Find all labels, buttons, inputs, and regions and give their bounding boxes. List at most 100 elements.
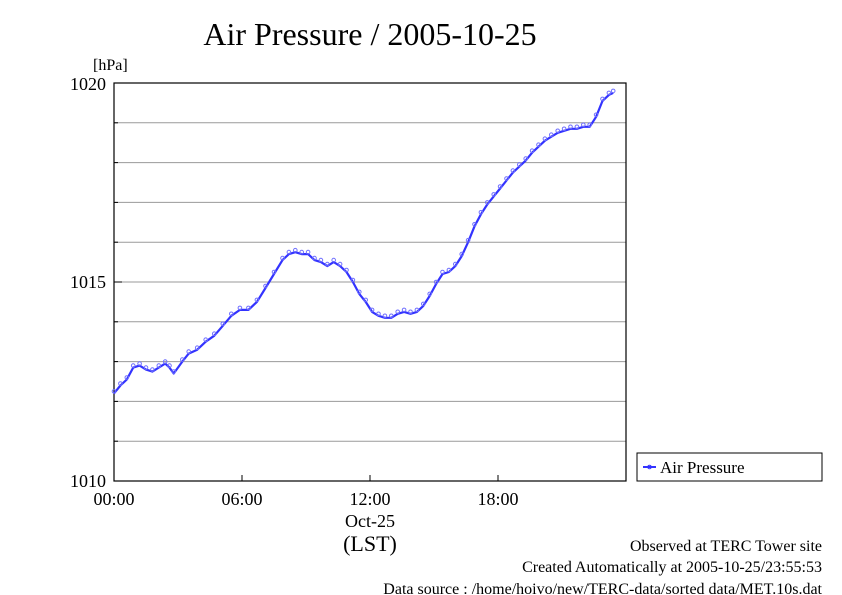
data-point xyxy=(593,112,599,118)
data-point xyxy=(312,255,317,261)
data-point xyxy=(246,305,251,311)
data-point xyxy=(561,126,567,132)
data-point xyxy=(194,345,200,351)
chart-title: Air Pressure / 2005-10-25 xyxy=(203,16,536,52)
created-note: Created Automatically at 2005-10-25/23:5… xyxy=(522,559,822,576)
x-date-label: Oct-25 xyxy=(345,511,395,531)
data-point xyxy=(137,361,142,366)
data-point xyxy=(186,349,191,354)
data-point xyxy=(395,309,401,315)
data-point xyxy=(523,156,529,161)
data-point xyxy=(408,309,413,315)
data-point xyxy=(517,162,522,167)
data-point xyxy=(529,148,535,153)
series-line-air-pressure xyxy=(113,91,614,395)
data-point xyxy=(389,313,394,319)
data-point xyxy=(568,124,573,130)
data-point xyxy=(212,331,217,337)
data-point xyxy=(143,365,149,370)
data-point xyxy=(446,267,452,273)
data-point xyxy=(510,168,516,173)
data-point xyxy=(180,357,185,362)
y-tick-label: 1020 xyxy=(70,74,106,94)
data-point xyxy=(504,176,509,181)
data-point xyxy=(587,122,593,128)
data-point xyxy=(606,90,612,96)
data-point xyxy=(485,200,490,205)
x-tick-label: 00:00 xyxy=(93,489,134,509)
data-point xyxy=(549,132,554,137)
y-tick-label: 1015 xyxy=(70,272,106,292)
data-point xyxy=(465,237,471,243)
data-point xyxy=(478,210,484,215)
data-point xyxy=(237,305,243,311)
y-tick-marks xyxy=(114,82,122,482)
series-points xyxy=(111,88,616,394)
data-point xyxy=(401,307,407,313)
data-point xyxy=(574,124,580,130)
grid-lines xyxy=(114,122,626,442)
data-point xyxy=(497,184,503,189)
data-point xyxy=(325,261,330,267)
data-point xyxy=(536,142,541,147)
data-point xyxy=(254,297,260,303)
data-point xyxy=(414,307,420,313)
data-point xyxy=(427,291,433,297)
y-tick-label: 1010 xyxy=(70,471,106,491)
data-point xyxy=(286,249,292,255)
data-point xyxy=(472,222,477,227)
data-point xyxy=(453,261,458,267)
data-point xyxy=(337,261,343,267)
legend-marker xyxy=(647,464,652,470)
x-tick-label: 06:00 xyxy=(221,489,262,509)
data-point xyxy=(271,269,277,275)
data-point xyxy=(150,367,155,372)
data-point xyxy=(433,279,439,285)
x-timezone-label: (LST) xyxy=(343,531,397,556)
data-point xyxy=(305,249,311,255)
data-point xyxy=(156,363,162,368)
data-source-note: Data source : /home/hoivo/new/TERC-data/… xyxy=(383,581,822,595)
data-point xyxy=(555,128,561,134)
data-point xyxy=(610,88,616,94)
data-point xyxy=(318,257,324,263)
data-point xyxy=(542,136,548,141)
data-point xyxy=(280,255,285,261)
data-point xyxy=(130,363,136,368)
data-point xyxy=(263,283,268,289)
data-point xyxy=(229,311,234,317)
data-point xyxy=(363,297,369,303)
data-point xyxy=(167,363,172,368)
data-point xyxy=(171,369,176,374)
data-point xyxy=(344,267,349,273)
data-point xyxy=(203,337,208,343)
data-point xyxy=(491,192,497,197)
data-point xyxy=(376,311,381,317)
data-point xyxy=(162,359,168,364)
legend-box xyxy=(636,452,823,482)
data-point xyxy=(459,251,465,257)
x-tick-label: 18:00 xyxy=(477,489,518,509)
data-point xyxy=(600,96,605,102)
observed-note: Observed at TERC Tower site xyxy=(630,538,822,555)
data-point xyxy=(118,381,123,386)
x-tick-marks xyxy=(113,475,627,481)
data-point xyxy=(357,289,362,295)
data-point xyxy=(299,249,305,255)
data-point xyxy=(111,389,117,394)
legend-label: Air Pressure xyxy=(660,458,745,477)
data-point xyxy=(382,313,388,319)
x-tick-label: 12:00 xyxy=(349,489,390,509)
data-point xyxy=(293,247,298,253)
data-point xyxy=(421,301,426,307)
data-point xyxy=(581,122,586,128)
data-point xyxy=(124,375,130,380)
data-point xyxy=(350,277,356,283)
data-point xyxy=(220,321,226,327)
data-point xyxy=(369,307,375,313)
data-point xyxy=(440,269,445,275)
data-point xyxy=(331,257,337,263)
y-unit-label: [hPa] xyxy=(93,57,128,74)
legend: Air Pressure xyxy=(636,452,823,482)
